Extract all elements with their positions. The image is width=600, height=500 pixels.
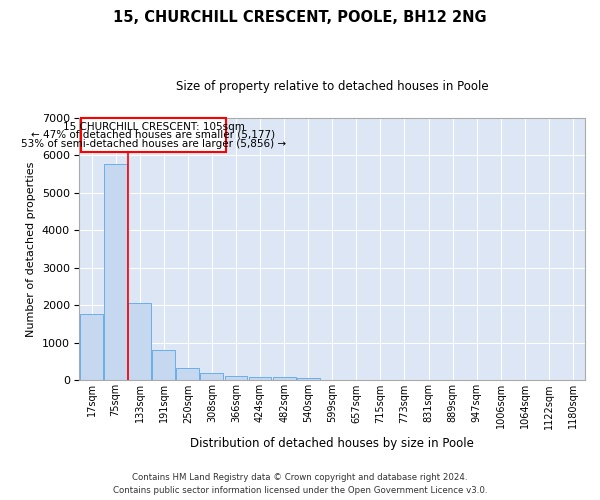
Bar (224, 376, 247, 380)
X-axis label: Distribution of detached houses by size in Poole: Distribution of detached houses by size … (190, 437, 474, 450)
Bar (104, 164, 127, 380)
Bar (128, 304, 151, 380)
Title: Size of property relative to detached houses in Poole: Size of property relative to detached ho… (176, 80, 488, 93)
Y-axis label: Number of detached properties: Number of detached properties (26, 162, 36, 337)
Bar (176, 368, 199, 380)
Text: Contains HM Land Registry data © Crown copyright and database right 2024.
Contai: Contains HM Land Registry data © Crown c… (113, 474, 487, 495)
Bar (152, 350, 175, 380)
Bar (272, 377, 296, 380)
Bar (200, 374, 223, 380)
Bar (297, 378, 320, 380)
Bar (248, 376, 271, 380)
Bar (80, 314, 103, 380)
Text: ← 47% of detached houses are smaller (5,177): ← 47% of detached houses are smaller (5,… (31, 130, 275, 140)
Text: 53% of semi-detached houses are larger (5,856) →: 53% of semi-detached houses are larger (… (21, 139, 286, 149)
Bar (80, 118, 226, 152)
Text: 15 CHURCHILL CRESCENT: 105sqm: 15 CHURCHILL CRESCENT: 105sqm (62, 122, 244, 132)
Text: 15, CHURCHILL CRESCENT, POOLE, BH12 2NG: 15, CHURCHILL CRESCENT, POOLE, BH12 2NG (113, 10, 487, 25)
